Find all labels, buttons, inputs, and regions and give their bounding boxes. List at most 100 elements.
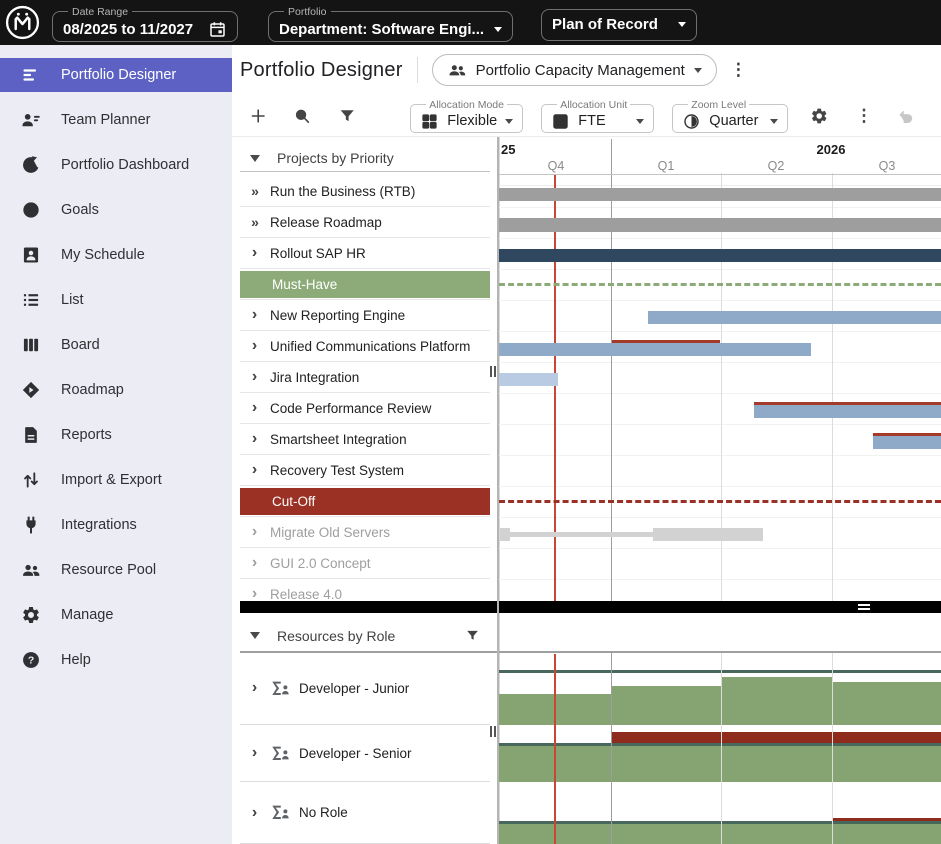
- today-line: [554, 654, 556, 844]
- timeline-year-label: 2026: [806, 142, 856, 157]
- calendar-icon[interactable]: [208, 20, 227, 39]
- timeline-quarter-label: Q4: [536, 159, 576, 173]
- chevron-right-icon[interactable]: ›: [248, 555, 261, 571]
- gantt-bar-migrate-old-servers[interactable]: [500, 528, 510, 541]
- add-project-button[interactable]: [249, 106, 267, 126]
- gantt-row-separator: [499, 455, 941, 456]
- scenario-selector[interactable]: Plan of Record: [541, 9, 697, 41]
- chevron-right-icon[interactable]: ›: [248, 524, 261, 540]
- histogram-area-developer-junior: [611, 686, 721, 725]
- header-kebab-menu-icon[interactable]: ⋮: [730, 60, 744, 80]
- gantt-row-separator: [499, 300, 941, 301]
- chevron-right-icon[interactable]: ›: [248, 338, 261, 354]
- histogram-area-developer-senior: [499, 746, 941, 782]
- search-button[interactable]: [293, 106, 311, 126]
- allocation-mode-select[interactable]: Allocation Mode Flexible: [410, 99, 523, 133]
- project-row-run-the-business-rtb[interactable]: »Run the Business (RTB): [240, 176, 490, 207]
- priority-band-must-have[interactable]: Must-Have: [240, 269, 490, 300]
- resource-row-developer-senior[interactable]: › Developer - Senior: [240, 725, 490, 782]
- chevron-down-icon: [770, 119, 778, 124]
- gantt-bar-migrate-old-servers[interactable]: [510, 532, 653, 537]
- allocation-unit-select[interactable]: Allocation Unit FTE: [541, 99, 654, 133]
- chevron-right-icon[interactable]: ›: [248, 307, 261, 323]
- project-row-new-reporting-engine[interactable]: › New Reporting Engine: [240, 300, 490, 331]
- gantt-bar-code-performance-review[interactable]: [754, 405, 941, 418]
- project-row-jira-integration[interactable]: ›Jira Integration: [240, 362, 490, 393]
- chevron-down-icon: [494, 27, 502, 32]
- chevron-right-icon[interactable]: ›: [248, 745, 261, 761]
- splitter-grip-icon[interactable]: [490, 366, 496, 377]
- milestone-line-cut-off[interactable]: [499, 500, 941, 503]
- resource-row-no-role[interactable]: ›No Role: [240, 782, 490, 844]
- sidebar-item-label: Integrations: [61, 517, 137, 533]
- chevron-right-icon[interactable]: ›: [248, 245, 261, 261]
- collapse-triangle-icon[interactable]: [250, 632, 260, 639]
- horizontal-splitter[interactable]: [240, 601, 941, 613]
- list-icon: [21, 290, 41, 310]
- project-row-release-roadmap[interactable]: »Release Roadmap: [240, 207, 490, 238]
- portfolio-value: Department: Software Engi...: [279, 21, 484, 38]
- sidebar-item-roadmap[interactable]: Roadmap: [0, 367, 232, 412]
- chevron-right-icon[interactable]: ›: [248, 680, 261, 696]
- chevron-down-icon: [636, 119, 644, 124]
- gantt-bar-new-reporting-engine[interactable]: [648, 311, 941, 324]
- sidebar-item-import-export[interactable]: Import & Export: [0, 457, 232, 502]
- project-row-gui-2-0-concept[interactable]: ›GUI 2.0 Concept: [240, 548, 490, 579]
- chevron-right-icon[interactable]: ›: [248, 462, 261, 478]
- double-chevron-icon[interactable]: »: [248, 184, 261, 198]
- project-row-smartsheet-integration[interactable]: ›Smartsheet Integration: [240, 424, 490, 455]
- filter-button[interactable]: [338, 106, 356, 126]
- project-row-recovery-test-system[interactable]: ›Recovery Test System: [240, 455, 490, 486]
- undo-icon[interactable]: [897, 106, 915, 126]
- gantt-bar-release-roadmap[interactable]: [499, 218, 941, 232]
- resource-label: Developer - Senior: [299, 746, 412, 761]
- resources-filter-icon[interactable]: [465, 628, 480, 643]
- collapse-triangle-icon[interactable]: [250, 155, 260, 162]
- sidebar-item-label: Team Planner: [61, 112, 150, 128]
- sidebar-item-integrations[interactable]: Integrations: [0, 502, 232, 547]
- resource-row-developer-junior[interactable]: ›Developer - Junior: [240, 652, 490, 725]
- app-logo-icon[interactable]: [4, 4, 41, 41]
- capacity-line-no-role: [499, 821, 941, 824]
- date-range-picker[interactable]: Date Range 08/2025 to 11/2027: [52, 6, 238, 42]
- toolbar-kebab-menu-icon[interactable]: ⋮: [856, 106, 870, 126]
- gantt-bar-migrate-old-servers[interactable]: [653, 528, 763, 541]
- view-selector[interactable]: Portfolio Capacity Management: [432, 54, 717, 86]
- gantt-row-separator: [499, 424, 941, 425]
- milestone-line-must-have[interactable]: [499, 283, 941, 286]
- gantt-bar-smartsheet-integration[interactable]: [873, 436, 941, 449]
- sidebar-item-board[interactable]: Board: [0, 322, 232, 367]
- gantt-bar-unified-communications-platform[interactable]: [499, 343, 811, 356]
- splitter-grip-icon[interactable]: [490, 726, 496, 737]
- project-row-migrate-old-servers[interactable]: ›Migrate Old Servers: [240, 517, 490, 548]
- project-label: New Reporting Engine: [270, 308, 405, 323]
- sidebar-item-portfolio-dashboard[interactable]: Portfolio Dashboard: [0, 142, 232, 187]
- vertical-splitter[interactable]: [497, 137, 499, 844]
- project-row-unified-communications-platform[interactable]: ›Unified Communications Platform: [240, 331, 490, 362]
- gantt-bar-jira-integration[interactable]: [499, 373, 558, 386]
- sidebar-item-portfolio-designer[interactable]: Portfolio Designer: [0, 58, 232, 92]
- chevron-right-icon[interactable]: ›: [248, 805, 261, 821]
- double-chevron-icon[interactable]: »: [248, 215, 261, 229]
- settings-gear-icon[interactable]: [810, 106, 828, 126]
- zoom-level-select[interactable]: Zoom Level Quarter: [672, 99, 788, 133]
- sidebar-item-help[interactable]: ?Help: [0, 637, 232, 682]
- chevron-right-icon[interactable]: ›: [248, 400, 261, 416]
- sidebar-item-team-planner[interactable]: Team Planner: [0, 97, 232, 142]
- chevron-right-icon[interactable]: ›: [248, 586, 261, 602]
- sidebar-item-goals[interactable]: Goals: [0, 187, 232, 232]
- sidebar-item-manage[interactable]: Manage: [0, 592, 232, 637]
- project-row-code-performance-review[interactable]: ›Code Performance Review: [240, 393, 490, 424]
- gantt-bar-run-the-business-rtb[interactable]: [499, 188, 941, 201]
- sidebar-item-list[interactable]: List: [0, 277, 232, 322]
- chevron-right-icon[interactable]: ›: [248, 369, 261, 385]
- portfolio-selector[interactable]: Portfolio Department: Software Engi...: [268, 6, 513, 42]
- sidebar-item-my-schedule[interactable]: My Schedule: [0, 232, 232, 277]
- sidebar-item-resource-pool[interactable]: Resource Pool: [0, 547, 232, 592]
- gantt-bar-rollout-sap-hr[interactable]: [499, 249, 941, 262]
- priority-band-cut-off[interactable]: Cut-Off: [240, 486, 490, 517]
- chevron-right-icon[interactable]: ›: [248, 431, 261, 447]
- boxed-a-icon: [551, 112, 570, 131]
- project-row-rollout-sap-hr[interactable]: ›Rollout SAP HR: [240, 238, 490, 269]
- sidebar-item-reports[interactable]: Reports: [0, 412, 232, 457]
